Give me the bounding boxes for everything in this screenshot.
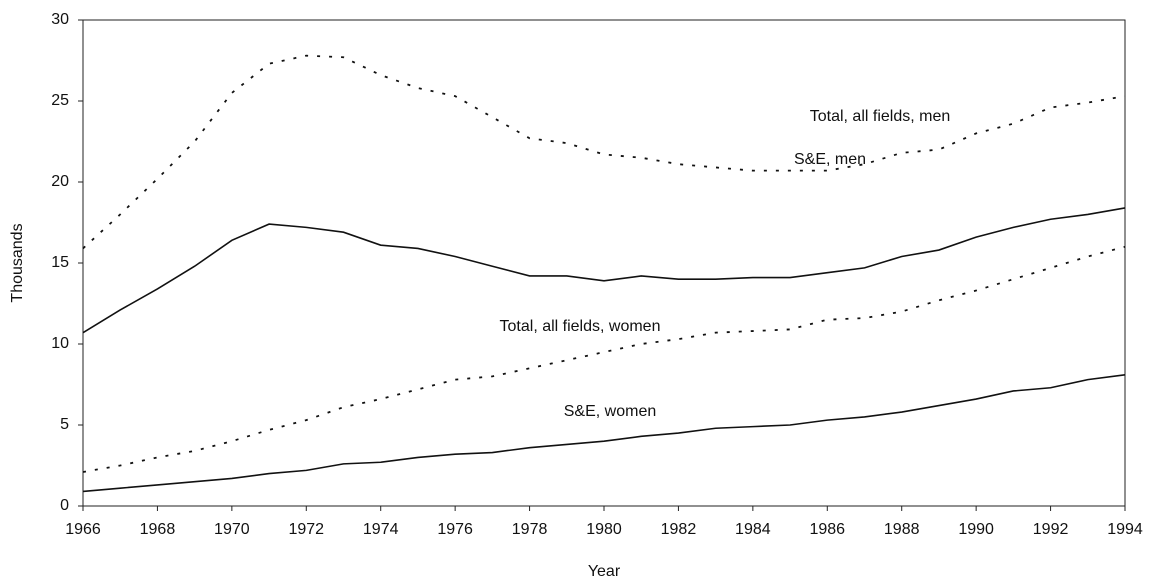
- y-axis-title: Thousands: [9, 223, 26, 302]
- series-line: [82, 245, 1126, 473]
- x-tick-label: 1990: [958, 521, 994, 538]
- y-tick-label: 0: [60, 497, 69, 514]
- y-tick-label: 15: [51, 254, 69, 271]
- x-tick-label: 1986: [809, 521, 845, 538]
- y-tick-label: 20: [51, 173, 69, 190]
- x-tick-label: 1970: [214, 521, 250, 538]
- y-tick-label: 30: [51, 11, 69, 28]
- x-tick-label: 1978: [512, 521, 548, 538]
- x-tick-label: 1992: [1033, 521, 1069, 538]
- series-label: S&E, women: [564, 403, 656, 420]
- x-axis-title: Year: [588, 563, 621, 580]
- series-label: Total, all fields, women: [500, 318, 661, 335]
- plot-frame: [82, 19, 1126, 507]
- x-tick-label: 1976: [437, 521, 473, 538]
- x-tick-label: 1972: [288, 521, 324, 538]
- x-tick-label: 1974: [363, 521, 399, 538]
- y-tick-label: 25: [51, 92, 69, 109]
- y-tick-label: 5: [60, 416, 69, 433]
- series-line: [82, 54, 1126, 250]
- x-tick-label: 1984: [735, 521, 771, 538]
- x-tick-label: 1994: [1107, 521, 1143, 538]
- y-tick-label: 10: [51, 335, 69, 352]
- x-tick-label: 1968: [140, 521, 176, 538]
- x-tick-label: 1988: [884, 521, 920, 538]
- x-tick-label: 1966: [65, 521, 101, 538]
- x-tick-label: 1982: [661, 521, 697, 538]
- series-label: S&E, men: [794, 151, 866, 168]
- series-line: [82, 373, 1126, 493]
- series-label: Total, all fields, men: [810, 108, 951, 125]
- x-tick-label: 1980: [586, 521, 622, 538]
- series-line: [82, 207, 1126, 334]
